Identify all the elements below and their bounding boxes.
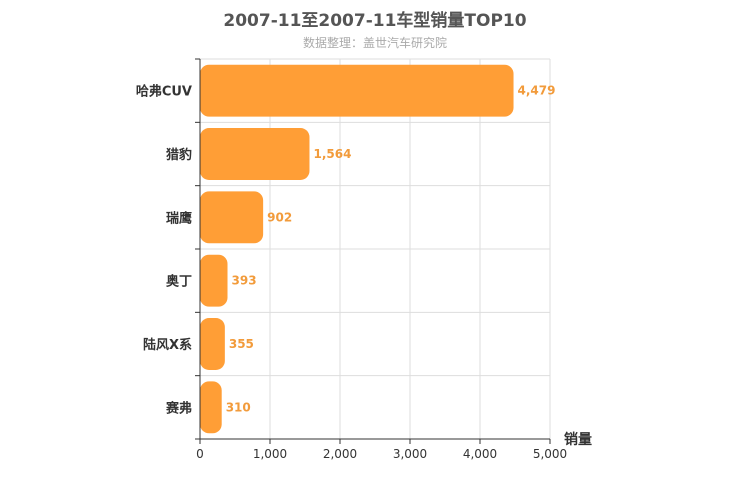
axes	[195, 58, 551, 444]
bar	[200, 254, 228, 307]
bars	[200, 64, 514, 434]
category-label: 瑞鹰	[166, 210, 192, 226]
category-label: 陆风X系	[143, 337, 192, 353]
bar	[200, 128, 310, 180]
chart-title: 2007-11至2007-11车型销量TOP10	[223, 11, 527, 31]
labels: 4,479 哈弗CUV 1,564 猎豹 902 瑞鹰 393 奥丁 355 陆风X系 310 赛弗 0…	[136, 84, 592, 461]
chart-subtitle: 数据整理：盖世汽车研究院	[302, 36, 447, 50]
value-label: 4,479	[518, 84, 556, 98]
x-tick-label: 2,000	[323, 447, 357, 461]
grid	[200, 58, 551, 439]
category-label: 赛弗	[165, 400, 192, 416]
x-tick-label: 1,000	[253, 447, 287, 461]
bar	[200, 381, 222, 434]
x-tick-label: 3,000	[393, 447, 427, 461]
value-label: 393	[232, 274, 257, 288]
value-label: 355	[229, 337, 254, 351]
value-label: 310	[226, 400, 251, 414]
category-label: 猎豹	[166, 147, 192, 163]
category-label: 奥丁	[166, 274, 192, 290]
bar	[200, 191, 264, 244]
x-axis-title: 销量	[564, 431, 592, 448]
value-label: 902	[267, 210, 292, 224]
x-tick-label: 0	[196, 447, 204, 461]
x-tick-label: 4,000	[463, 447, 497, 461]
bar	[200, 318, 225, 370]
value-label: 1,564	[313, 147, 351, 161]
bar	[200, 64, 514, 117]
x-tick-label: 5,000	[533, 447, 567, 461]
category-label: 哈弗CUV	[136, 84, 192, 100]
